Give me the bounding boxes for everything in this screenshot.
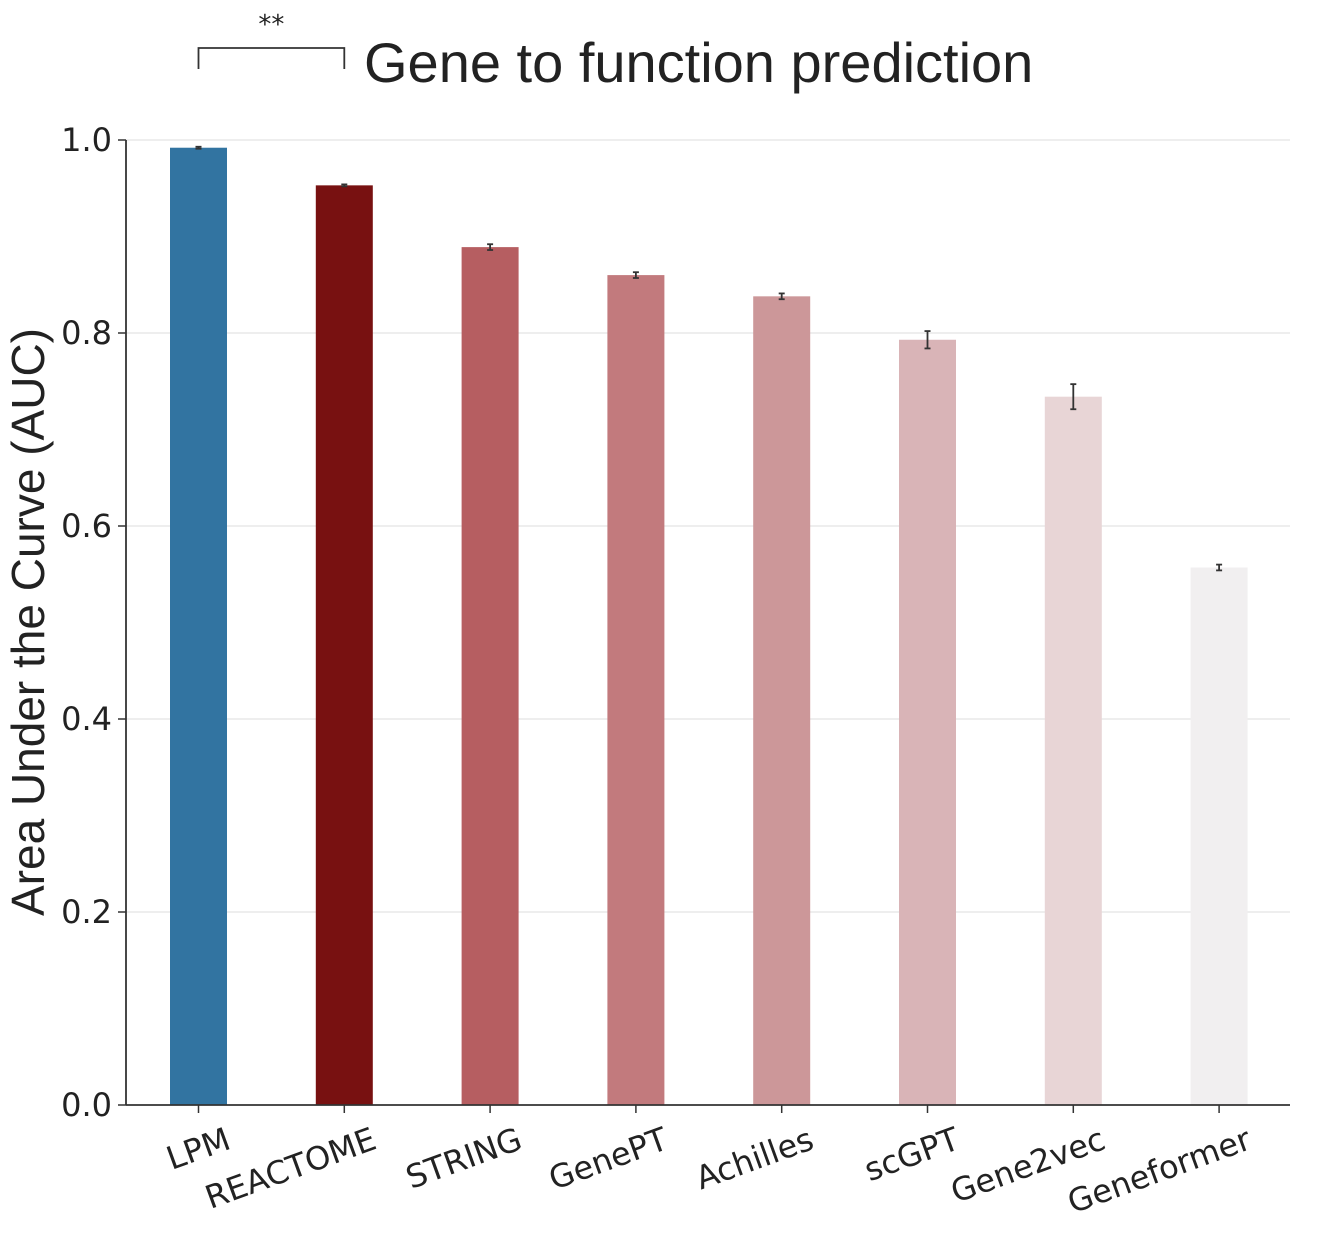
significance-line	[197, 47, 346, 69]
error-bars	[195, 145, 1223, 572]
bars	[170, 147, 1248, 1106]
bar-achilles	[753, 296, 811, 1106]
significance-bracket: **	[197, 10, 346, 69]
bar-string	[461, 247, 519, 1106]
bar-scgpt	[899, 339, 956, 1105]
y-tick-labels: 0.0 0.2 0.4 0.6 0.8 1.0	[61, 121, 126, 1124]
bar-genept	[607, 275, 665, 1106]
y-tick-label: 0.4	[61, 700, 112, 738]
chart-title: Gene to function prediction	[364, 31, 1033, 94]
y-tick-label: 0.0	[61, 1086, 112, 1124]
y-tick-label: 1.0	[61, 121, 112, 159]
y-tick-label: 0.6	[61, 507, 112, 545]
significance-label: **	[258, 10, 284, 40]
bar-geneformer	[1190, 567, 1248, 1105]
x-tick-label-string: STRING	[401, 1120, 527, 1197]
x-tick-label-lpm: LPM	[161, 1120, 235, 1178]
bar-lpm	[170, 147, 227, 1106]
y-tick-label: 0.8	[61, 314, 112, 352]
axes	[125, 140, 1290, 1106]
bar-reactome	[315, 185, 373, 1106]
x-tick-label-genept: GenePT	[544, 1120, 673, 1198]
y-tick-label: 0.2	[61, 893, 112, 931]
x-tick-label-achilles: Achilles	[691, 1120, 819, 1198]
y-axis-label: Area Under the Curve (AUC)	[2, 328, 54, 916]
gridlines	[126, 139, 1290, 913]
bar-gene2vec	[1044, 396, 1102, 1105]
